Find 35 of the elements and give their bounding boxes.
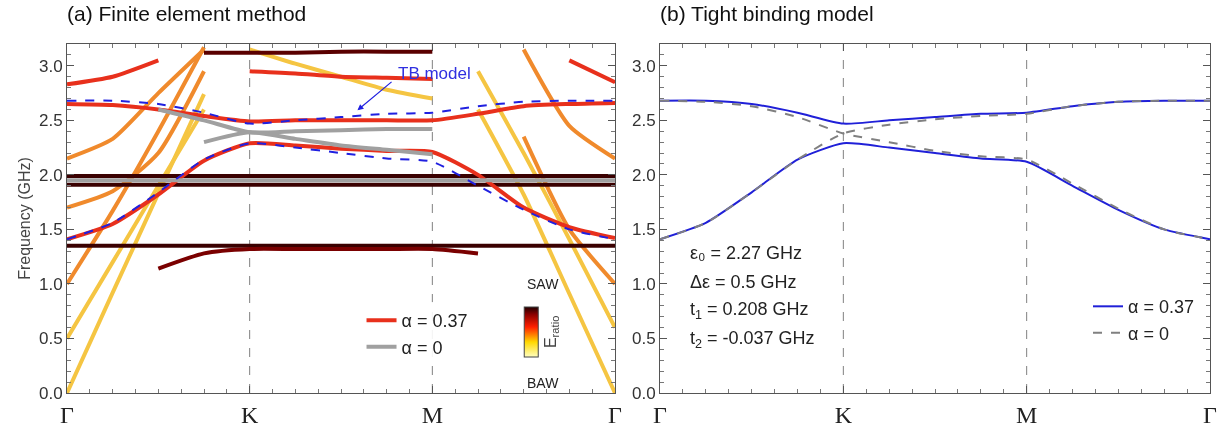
y-tick-label: 1.5 — [631, 220, 656, 240]
y-tick-label: 2.0 — [38, 165, 63, 185]
x-tick-label: K — [834, 401, 853, 428]
y-tick-label: 0.0 — [38, 383, 63, 403]
annotation: ε₀ = 2.27 GHz — [690, 243, 803, 263]
x-tick-label: M — [1016, 401, 1038, 428]
chart-title: (a) Finite element method — [67, 2, 307, 26]
x-tick-label: Γ — [653, 401, 668, 428]
y-axis-title: Frequency (GHz) — [15, 157, 33, 280]
annotation: Δε = 0.5 GHz — [690, 272, 797, 292]
legend-label: α = 0.37 — [1128, 297, 1194, 318]
x-tick-label: K — [241, 401, 259, 428]
annotation: t$_{1}$ = 0.208 GHz — [690, 299, 809, 322]
y-tick-label: 2.5 — [631, 111, 656, 131]
y-tick-label: 1.0 — [38, 274, 63, 294]
legend-label: α = 0.37 — [401, 311, 468, 332]
chart-title: (b) Tight binding model — [660, 2, 874, 26]
annotation: BAW — [527, 375, 560, 391]
x-tick-label: Γ — [608, 401, 623, 428]
y-tick-label: 1.0 — [631, 274, 656, 294]
y-tick-label: 3.0 — [631, 56, 656, 76]
legend-label: α = 0 — [1128, 323, 1169, 344]
annotation: t$_{2}$ = -0.037 GHz — [690, 328, 815, 351]
annotation: SAW — [527, 276, 560, 292]
y-tick-label: 2.5 — [38, 111, 63, 131]
y-tick-label: 3.0 — [38, 56, 63, 76]
y-tick-label: 0.0 — [631, 383, 656, 403]
legend-label: α = 0 — [401, 337, 443, 358]
y-tick-label: 0.5 — [38, 329, 63, 349]
x-tick-label: Γ — [60, 401, 75, 428]
y-tick-label: 2.0 — [631, 165, 656, 185]
y-tick-label: 1.5 — [38, 220, 63, 240]
y-tick-label: 0.5 — [631, 329, 656, 349]
x-tick-label: M — [421, 401, 443, 428]
x-tick-label: Γ — [1203, 401, 1218, 428]
